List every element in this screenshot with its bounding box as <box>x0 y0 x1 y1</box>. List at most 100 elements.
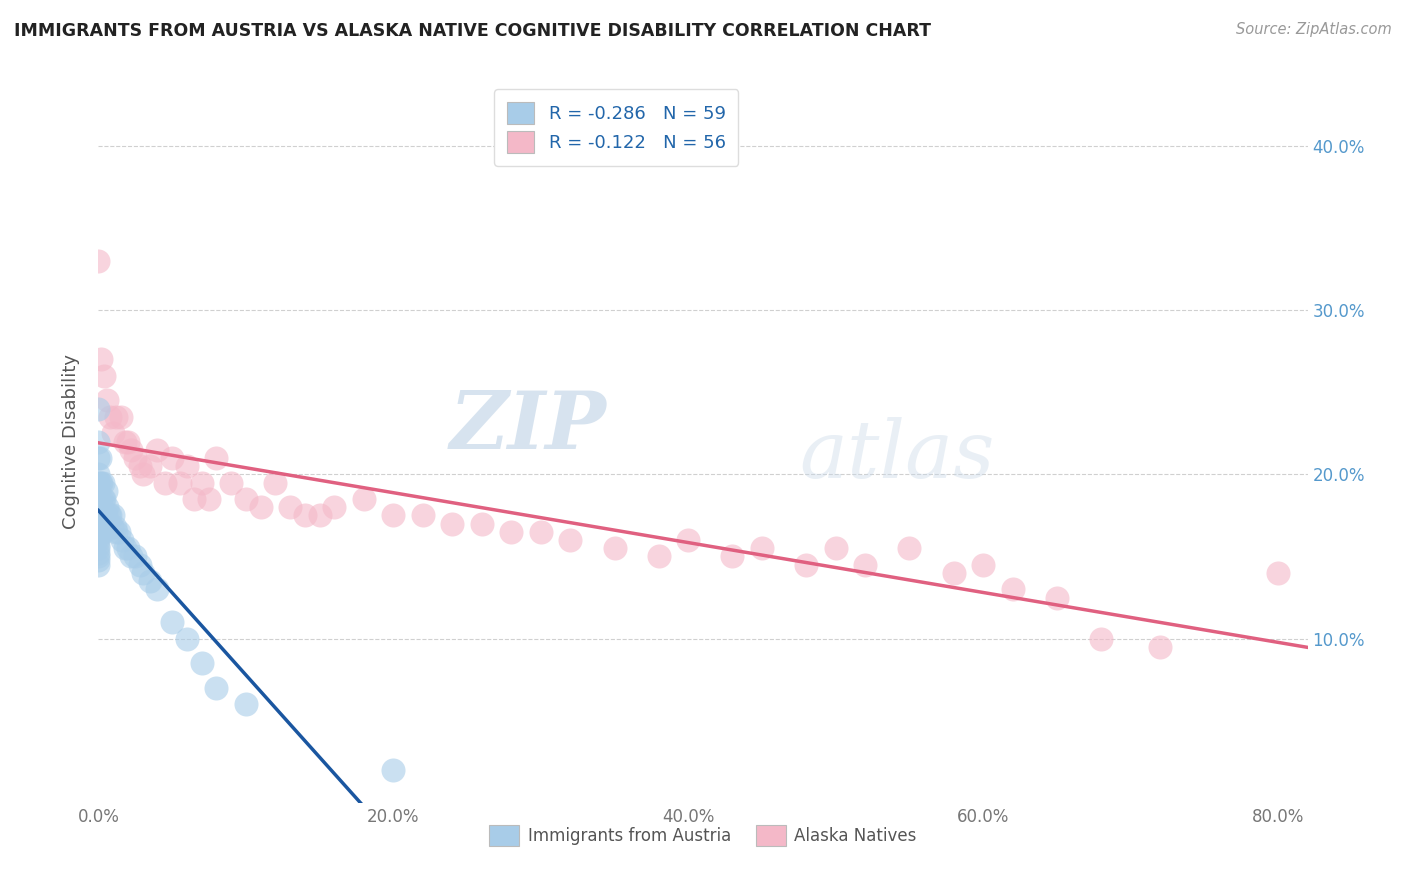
Point <box>87 553 110 567</box>
Point <box>560 533 582 547</box>
Point <box>87 538 110 552</box>
Point <box>87 475 110 490</box>
Point <box>124 549 146 564</box>
Text: IMMIGRANTS FROM AUSTRIA VS ALASKA NATIVE COGNITIVE DISABILITY CORRELATION CHART: IMMIGRANTS FROM AUSTRIA VS ALASKA NATIVE… <box>14 22 931 40</box>
Point <box>89 508 111 523</box>
Point <box>198 491 221 506</box>
Point <box>87 491 110 506</box>
Point <box>97 508 120 523</box>
Point <box>1090 632 1112 646</box>
Point <box>89 524 111 539</box>
Point <box>87 513 110 527</box>
Point <box>87 401 110 416</box>
Point <box>824 541 846 556</box>
Point <box>721 549 744 564</box>
Point <box>128 558 150 572</box>
Text: ZIP: ZIP <box>450 388 606 466</box>
Point <box>353 491 375 506</box>
Point <box>91 475 114 490</box>
Point <box>94 508 117 523</box>
Point <box>603 541 626 556</box>
Point <box>205 681 228 695</box>
Point <box>111 533 134 547</box>
Point <box>323 500 346 515</box>
Point <box>264 475 287 490</box>
Point <box>205 450 228 465</box>
Point <box>139 459 162 474</box>
Point <box>1149 640 1171 654</box>
Point <box>87 533 110 547</box>
Point <box>382 763 405 777</box>
Point <box>89 500 111 515</box>
Point <box>101 426 124 441</box>
Point <box>98 508 121 523</box>
Point <box>96 500 118 515</box>
Point <box>104 520 127 534</box>
Point <box>90 352 112 367</box>
Point <box>87 483 110 498</box>
Point <box>190 657 212 671</box>
Point <box>87 530 110 544</box>
Point <box>110 409 132 424</box>
Point <box>501 524 523 539</box>
Point <box>87 467 110 482</box>
Point <box>114 434 136 449</box>
Point <box>101 508 124 523</box>
Point <box>87 541 110 556</box>
Point <box>249 500 271 515</box>
Point <box>183 491 205 506</box>
Point <box>96 393 118 408</box>
Point <box>100 520 122 534</box>
Point <box>114 541 136 556</box>
Point <box>124 450 146 465</box>
Point <box>91 524 114 539</box>
Point <box>120 549 142 564</box>
Point <box>105 409 128 424</box>
Point <box>160 450 183 465</box>
Point <box>87 546 110 560</box>
Point <box>91 508 114 523</box>
Point <box>94 483 117 498</box>
Point <box>87 549 110 564</box>
Point <box>853 558 876 572</box>
Point <box>294 508 316 523</box>
Y-axis label: Cognitive Disability: Cognitive Disability <box>62 354 80 529</box>
Point <box>160 615 183 630</box>
Point <box>139 574 162 588</box>
Point <box>648 549 671 564</box>
Point <box>235 698 257 712</box>
Point <box>190 475 212 490</box>
Point <box>128 459 150 474</box>
Legend: Immigrants from Austria, Alaska Natives: Immigrants from Austria, Alaska Natives <box>482 819 924 852</box>
Point <box>87 524 110 539</box>
Point <box>530 524 553 539</box>
Point <box>441 516 464 531</box>
Point <box>1267 566 1289 580</box>
Point <box>93 368 115 383</box>
Text: Source: ZipAtlas.com: Source: ZipAtlas.com <box>1236 22 1392 37</box>
Point <box>235 491 257 506</box>
Point <box>105 524 128 539</box>
Point <box>117 434 139 449</box>
Point <box>87 253 110 268</box>
Point <box>972 558 994 572</box>
Point <box>87 500 110 515</box>
Point <box>93 508 115 523</box>
Point <box>93 491 115 506</box>
Point <box>219 475 242 490</box>
Point <box>1046 591 1069 605</box>
Point <box>169 475 191 490</box>
Point <box>898 541 921 556</box>
Point <box>108 524 131 539</box>
Point <box>278 500 301 515</box>
Point <box>146 582 169 597</box>
Point <box>87 520 110 534</box>
Point <box>87 450 110 465</box>
Point <box>87 558 110 572</box>
Text: atlas: atlas <box>800 417 995 495</box>
Point <box>794 558 817 572</box>
Point <box>751 541 773 556</box>
Point <box>176 459 198 474</box>
Point <box>153 475 176 490</box>
Point <box>382 508 405 523</box>
